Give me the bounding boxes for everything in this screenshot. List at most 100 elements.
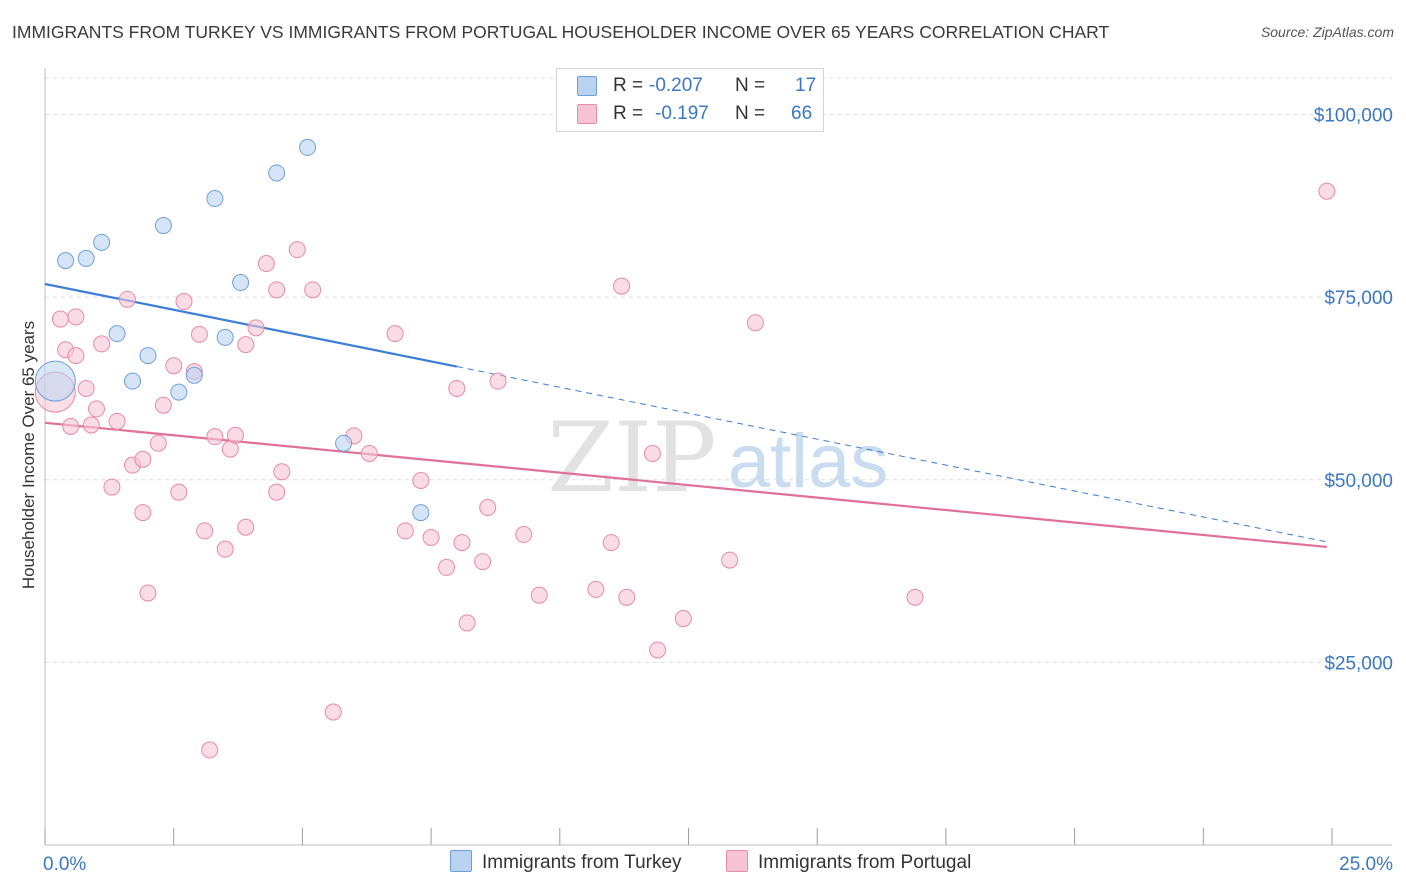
data-point-portugal — [67, 308, 85, 326]
legend-n-value-portugal: 66 — [791, 103, 813, 124]
data-point-turkey — [170, 383, 188, 401]
data-point-portugal — [613, 277, 631, 295]
data-point-portugal — [288, 241, 306, 259]
data-point-portugal — [268, 483, 286, 501]
data-point-portugal — [67, 347, 85, 365]
bottom-legend-label-turkey: Immigrants from Turkey — [482, 852, 682, 873]
data-point-portugal — [165, 357, 183, 375]
watermark-atlas: atlas — [728, 419, 889, 504]
data-point-portugal — [196, 522, 214, 540]
y-tick-label: $100,000 — [1314, 106, 1393, 127]
data-point-portugal — [134, 504, 152, 522]
data-point-portugal — [412, 471, 430, 489]
data-point-turkey — [108, 325, 126, 343]
data-point-portugal — [216, 540, 234, 558]
data-point-portugal — [103, 478, 121, 496]
data-point-portugal — [206, 428, 224, 446]
data-point-portugal — [257, 255, 275, 273]
data-point-turkey — [335, 434, 353, 452]
data-point-portugal — [746, 314, 764, 332]
data-point-portugal — [422, 528, 440, 546]
chart-title: IMMIGRANTS FROM TURKEY VS IMMIGRANTS FRO… — [12, 22, 1110, 42]
source-label: Source: ZipAtlas.com — [1260, 24, 1394, 40]
y-tick-label: $50,000 — [1324, 471, 1393, 492]
data-point-turkey — [299, 138, 317, 156]
data-point-portugal — [149, 434, 167, 452]
data-point-portugal — [62, 417, 80, 435]
data-point-turkey — [268, 164, 286, 182]
legend-swatch-turkey — [577, 76, 597, 96]
x-tick-label: 0.0% — [43, 854, 86, 875]
data-point-portugal — [237, 336, 255, 354]
data-point-turkey — [57, 252, 75, 270]
bottom-legend-turkey: Immigrants from Turkey — [450, 850, 682, 878]
trend-line-portugal — [44, 421, 1327, 549]
gridlines — [45, 77, 1392, 663]
data-point-portugal — [108, 412, 126, 430]
data-point-portugal — [438, 558, 456, 576]
bottom-legend-swatch-portugal — [726, 850, 748, 872]
data-point-portugal — [273, 463, 291, 481]
data-point-portugal — [721, 551, 739, 569]
data-point-portugal — [474, 553, 492, 571]
data-point-turkey — [232, 274, 250, 292]
legend-n-value-turkey: 17 — [795, 75, 817, 96]
data-point-portugal — [396, 522, 414, 540]
watermark-zip: ZIP — [547, 402, 716, 514]
data-point-portugal — [170, 483, 188, 501]
data-point-portugal — [268, 281, 286, 299]
legend-r-value-turkey: -0.207 — [649, 75, 703, 96]
data-point-portugal — [304, 281, 322, 299]
data-point-portugal — [226, 426, 244, 444]
legend-r-label: R = — [613, 103, 644, 124]
data-point-portugal — [237, 518, 255, 536]
data-point-portugal — [479, 499, 497, 517]
correlation-legend: R = -0.207 N = 17 R = -0.197 N = 66 — [556, 68, 824, 132]
data-point-portugal — [324, 703, 342, 721]
data-point-turkey — [124, 372, 142, 390]
data-point-portugal — [448, 379, 466, 397]
data-point-portugal — [77, 379, 95, 397]
bottom-legend-portugal: Immigrants from Portugal — [726, 850, 971, 878]
data-point-turkey — [216, 328, 234, 346]
data-points — [34, 138, 1336, 759]
data-point-portugal — [93, 335, 111, 353]
data-point-portugal — [118, 290, 136, 308]
legend-r-value-portugal: -0.197 — [655, 103, 709, 124]
data-point-portugal — [386, 325, 404, 343]
tick-labels: $25,000 $50,000 $75,000 $100,000 0.0% 25.0% — [43, 106, 1393, 875]
data-point-portugal — [643, 444, 661, 462]
data-point-turkey — [412, 504, 430, 522]
data-point-portugal — [82, 416, 100, 434]
data-point-portugal — [602, 534, 620, 552]
bottom-legend-swatch-turkey — [450, 850, 472, 872]
data-point-portugal — [201, 741, 219, 759]
data-point-turkey — [93, 233, 111, 251]
data-point-turkey — [206, 190, 224, 208]
data-point-portugal — [906, 588, 924, 606]
bottom-legend-label-portugal: Immigrants from Portugal — [758, 852, 972, 873]
data-point-turkey — [34, 360, 76, 402]
data-point-portugal — [139, 584, 157, 602]
data-point-portugal — [587, 580, 605, 598]
data-point-portugal — [649, 641, 667, 659]
trend-line-extension-turkey — [456, 366, 1327, 543]
data-point-portugal — [190, 325, 208, 343]
data-point-portugal — [530, 586, 548, 604]
data-point-portugal — [87, 400, 105, 418]
data-point-portugal — [134, 450, 152, 468]
data-point-portugal — [1318, 182, 1336, 200]
y-tick-label: $75,000 — [1324, 288, 1393, 309]
data-point-turkey — [77, 249, 95, 267]
data-point-turkey — [139, 347, 157, 365]
data-point-turkey — [185, 366, 203, 384]
data-point-portugal — [515, 526, 533, 544]
data-point-portugal — [674, 610, 692, 628]
data-point-portugal — [489, 372, 507, 390]
data-point-portugal — [175, 293, 193, 311]
data-point-portugal — [247, 319, 265, 337]
data-point-portugal — [360, 444, 378, 462]
legend-r-label: R = — [613, 75, 644, 96]
data-point-turkey — [154, 217, 172, 235]
